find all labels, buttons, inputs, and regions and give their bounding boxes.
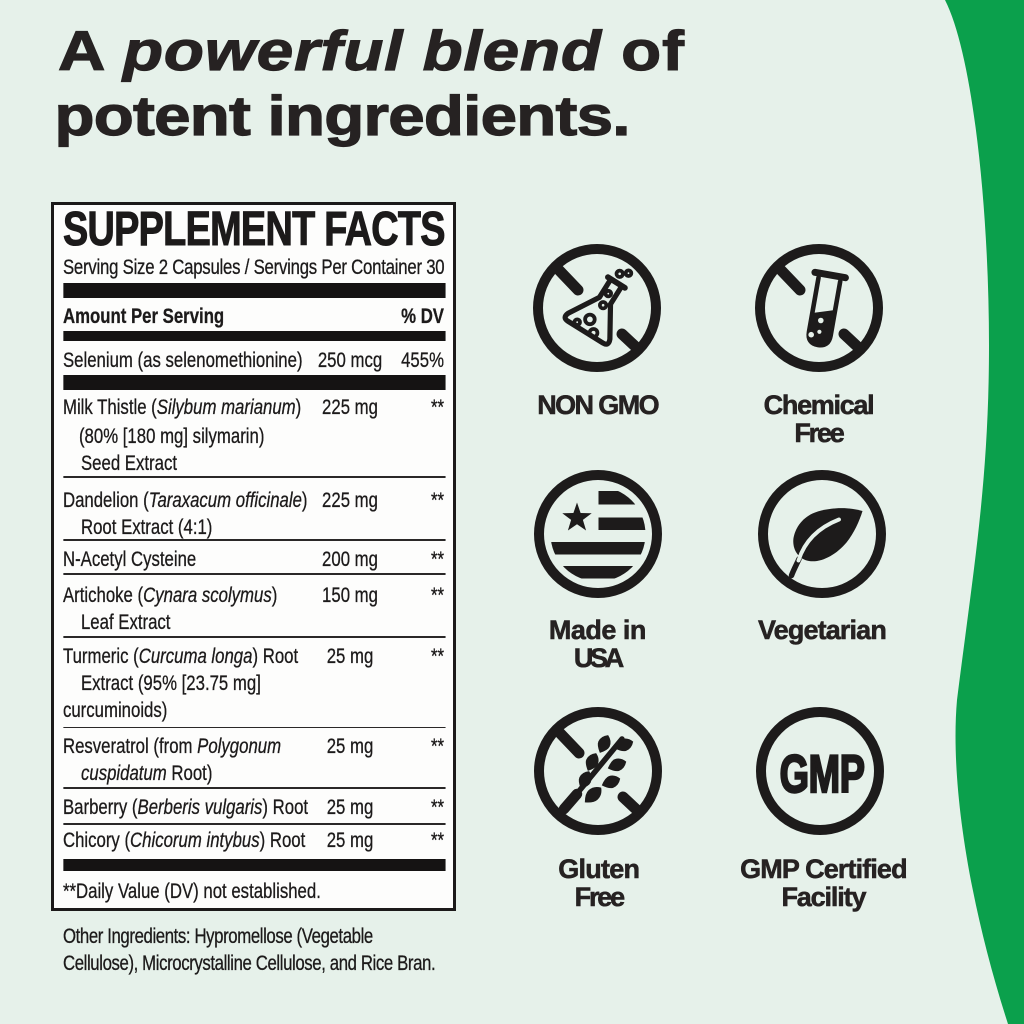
svg-text:GMP: GMP (780, 744, 865, 803)
